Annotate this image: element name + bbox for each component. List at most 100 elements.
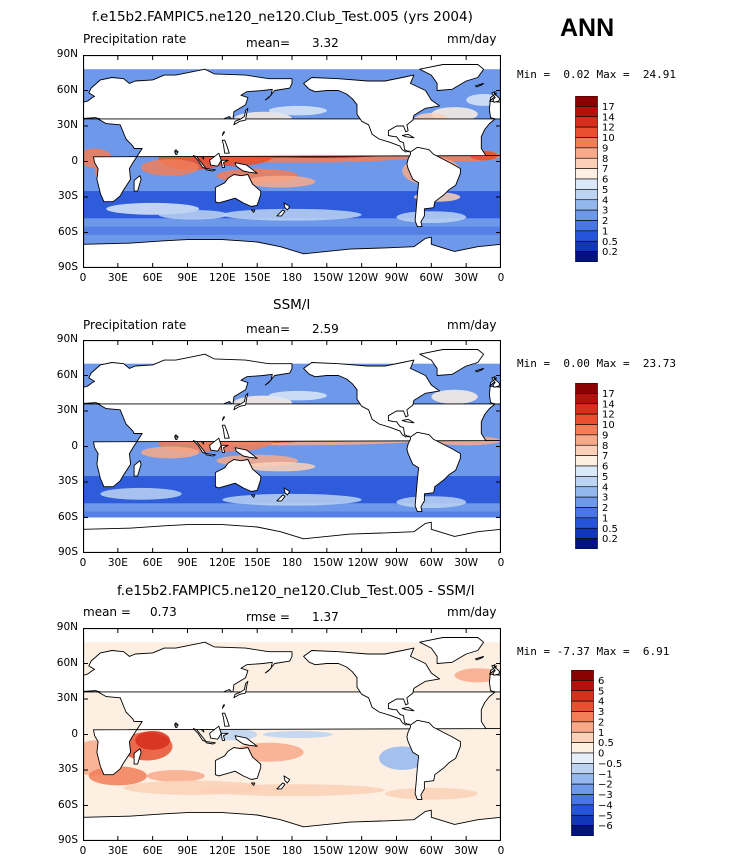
colorbar-swatch [575, 507, 598, 519]
coastline-samerica [406, 719, 461, 801]
colorbar-label: 0.5 [602, 237, 618, 248]
coastline-new-guinea [234, 735, 258, 747]
panel-2-min-value: 0.00 [563, 357, 590, 370]
panel-1-max-value: 24.91 [642, 68, 676, 81]
colorbar-label: 7 [602, 451, 608, 462]
precip-blob [158, 210, 229, 220]
lat-label: 30N [56, 119, 78, 131]
panel-2-mean-label: mean= [246, 322, 291, 336]
panel-1-map-svg [76, 54, 502, 269]
lon-label: 90W [384, 845, 409, 857]
colorbar-label: 5 [598, 686, 604, 697]
colorbar-swatch [575, 157, 598, 169]
coastline-java [205, 741, 216, 745]
colorbar-swatch [575, 403, 598, 415]
precip-blob [268, 105, 327, 116]
coastline-madagascar [133, 748, 142, 765]
coastline-madagascar [133, 460, 142, 477]
panel-2-colorbar: 17 14 12 10 9 8 7 6 5 4 3 2 1 0.5 0.2 [575, 382, 635, 553]
lon-label: 90E [177, 272, 198, 284]
colorbar-label: 8 [602, 154, 608, 165]
precip-blob [146, 770, 205, 782]
coastline-srilanka [174, 723, 178, 728]
precip-blob [222, 493, 362, 506]
lat-label: 0 [71, 154, 78, 167]
precip-blob [384, 787, 478, 800]
colorbar-swatch [575, 230, 598, 242]
land-layer [76, 637, 502, 842]
colorbar-label: 17 [602, 389, 615, 400]
panel-3-map [71, 627, 502, 845]
colorbar-label: 9 [602, 430, 608, 441]
coastline-nz-s [276, 494, 286, 502]
colorbar-label: −5 [598, 811, 613, 822]
storm-track-band [83, 511, 501, 520]
lon-label: 150W [312, 557, 344, 569]
colorbar-label: 10 [602, 133, 615, 144]
colorbar-swatch [575, 486, 598, 498]
colorbar-label: 1 [598, 728, 604, 739]
colorbar-swatch [575, 538, 598, 550]
panel-3-min-value: -7.37 [556, 645, 590, 658]
lon-label: 30W [454, 557, 479, 569]
coastline-iceland [475, 367, 485, 373]
lon-label: 90E [177, 557, 198, 569]
panel-3-min-label: Min = [517, 645, 551, 658]
colorbar-swatch [575, 527, 598, 539]
lat-label: 30N [56, 404, 78, 416]
lon-label: 60E [142, 272, 163, 284]
precip-blob [245, 461, 316, 472]
coastline-sulawesi [220, 444, 229, 453]
coastline-sumatra [192, 728, 207, 743]
colorbar-swatch [571, 825, 594, 837]
panel-2-title: SSM/I [273, 297, 311, 313]
lon-label: 180 [281, 272, 303, 284]
colorbar-swatch [575, 517, 598, 529]
lon-label: 60W [419, 557, 444, 569]
coastline-eurasia-west [488, 665, 502, 693]
precip-blob [396, 496, 467, 509]
colorbar-label: 0.2 [602, 534, 618, 545]
panel-1-units: mm/day [447, 32, 497, 46]
panel-3-title: f.e15b2.FAMPIC5.ne120_ne120.Club_Test.00… [117, 583, 475, 599]
panel-2-max-value: 23.73 [642, 357, 676, 370]
lat-label: 60S [57, 798, 78, 811]
coastline-iceland [475, 82, 485, 88]
coastline-cuba [401, 133, 415, 139]
coastline-sulawesi [220, 159, 229, 168]
coastline-borneo [209, 725, 222, 740]
panel-2-mean-value: 2.59 [312, 322, 339, 336]
lat-label: 30S [57, 763, 78, 775]
colorbar-label: 6 [598, 676, 604, 687]
colorbar-swatch [571, 700, 594, 712]
panel-1-mean-label: mean= [246, 36, 291, 50]
colorbar-swatch [575, 251, 598, 263]
coastline-cuba [401, 706, 415, 712]
coastline-samerica [406, 146, 461, 228]
coastline-eurasia-west [488, 377, 502, 405]
colorbar-swatch [571, 690, 594, 702]
colorbar-label: 12 [602, 410, 615, 421]
coastline-new-guinea [234, 447, 258, 459]
colorbar-label: 10 [602, 420, 615, 431]
coastline-srilanka [174, 435, 178, 440]
panel-2-units: mm/day [447, 318, 497, 332]
coastline-antarctica [82, 809, 502, 842]
colorbar-label: 0.2 [602, 247, 618, 258]
precip-blob [135, 730, 171, 750]
colorbar-swatch [571, 804, 594, 816]
lon-label: 180 [281, 845, 303, 857]
storm-track-band [83, 226, 501, 235]
coastline-namerica [303, 647, 440, 726]
coastline-namerica [303, 359, 440, 438]
lat-label: 60S [57, 225, 78, 238]
colorbar-label: 17 [602, 102, 615, 113]
precip-blob [268, 390, 327, 401]
lon-label: 120W [347, 557, 379, 569]
colorbar-swatch [571, 721, 594, 733]
lat-label: 30N [56, 692, 78, 704]
panel-1-max-label: Max = [596, 68, 630, 81]
lon-label: 150W [312, 272, 344, 284]
colorbar-swatch [575, 137, 598, 149]
